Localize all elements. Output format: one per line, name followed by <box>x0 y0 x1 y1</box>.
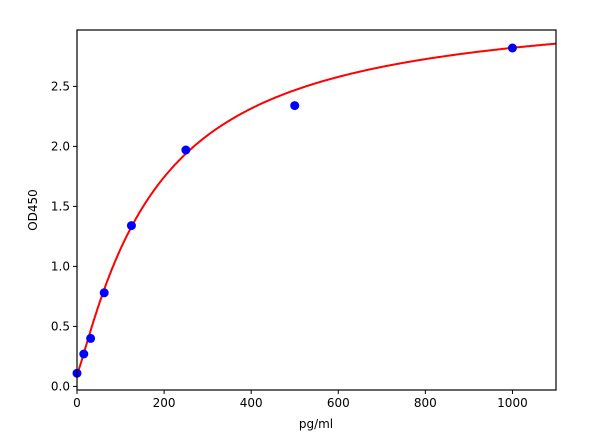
y-tick-label: 0.0 <box>51 379 70 393</box>
fit-curve <box>76 42 556 375</box>
x-axis-label: pg/ml <box>299 417 333 431</box>
y-tick-label: 1.0 <box>51 259 70 273</box>
data-point <box>79 349 89 359</box>
x-tick-label: 1000 <box>497 396 528 410</box>
plot-frame <box>76 29 557 391</box>
data-point <box>181 145 191 155</box>
data-point <box>290 101 300 111</box>
y-axis: 0.0 0.5 1.0 1.5 2.0 2.5 <box>51 79 77 393</box>
x-tick-label: 0 <box>73 396 81 410</box>
x-axis: 0 200 400 600 800 1000 <box>73 390 528 410</box>
curve-layer <box>76 42 556 375</box>
data-point <box>507 43 517 53</box>
x-tick-label: 200 <box>153 396 176 410</box>
x-tick-label: 400 <box>240 396 263 410</box>
data-point <box>86 333 96 343</box>
points-layer <box>72 43 517 378</box>
x-tick-label: 800 <box>414 396 437 410</box>
y-axis-label: OD450 <box>26 189 40 231</box>
x-tick-label: 600 <box>327 396 350 410</box>
data-point <box>126 221 136 231</box>
y-tick-label: 1.5 <box>51 199 70 213</box>
y-tick-label: 2.5 <box>51 79 70 93</box>
y-tick-label: 2.0 <box>51 139 70 153</box>
data-point <box>99 288 109 298</box>
y-tick-label: 0.5 <box>51 319 70 333</box>
